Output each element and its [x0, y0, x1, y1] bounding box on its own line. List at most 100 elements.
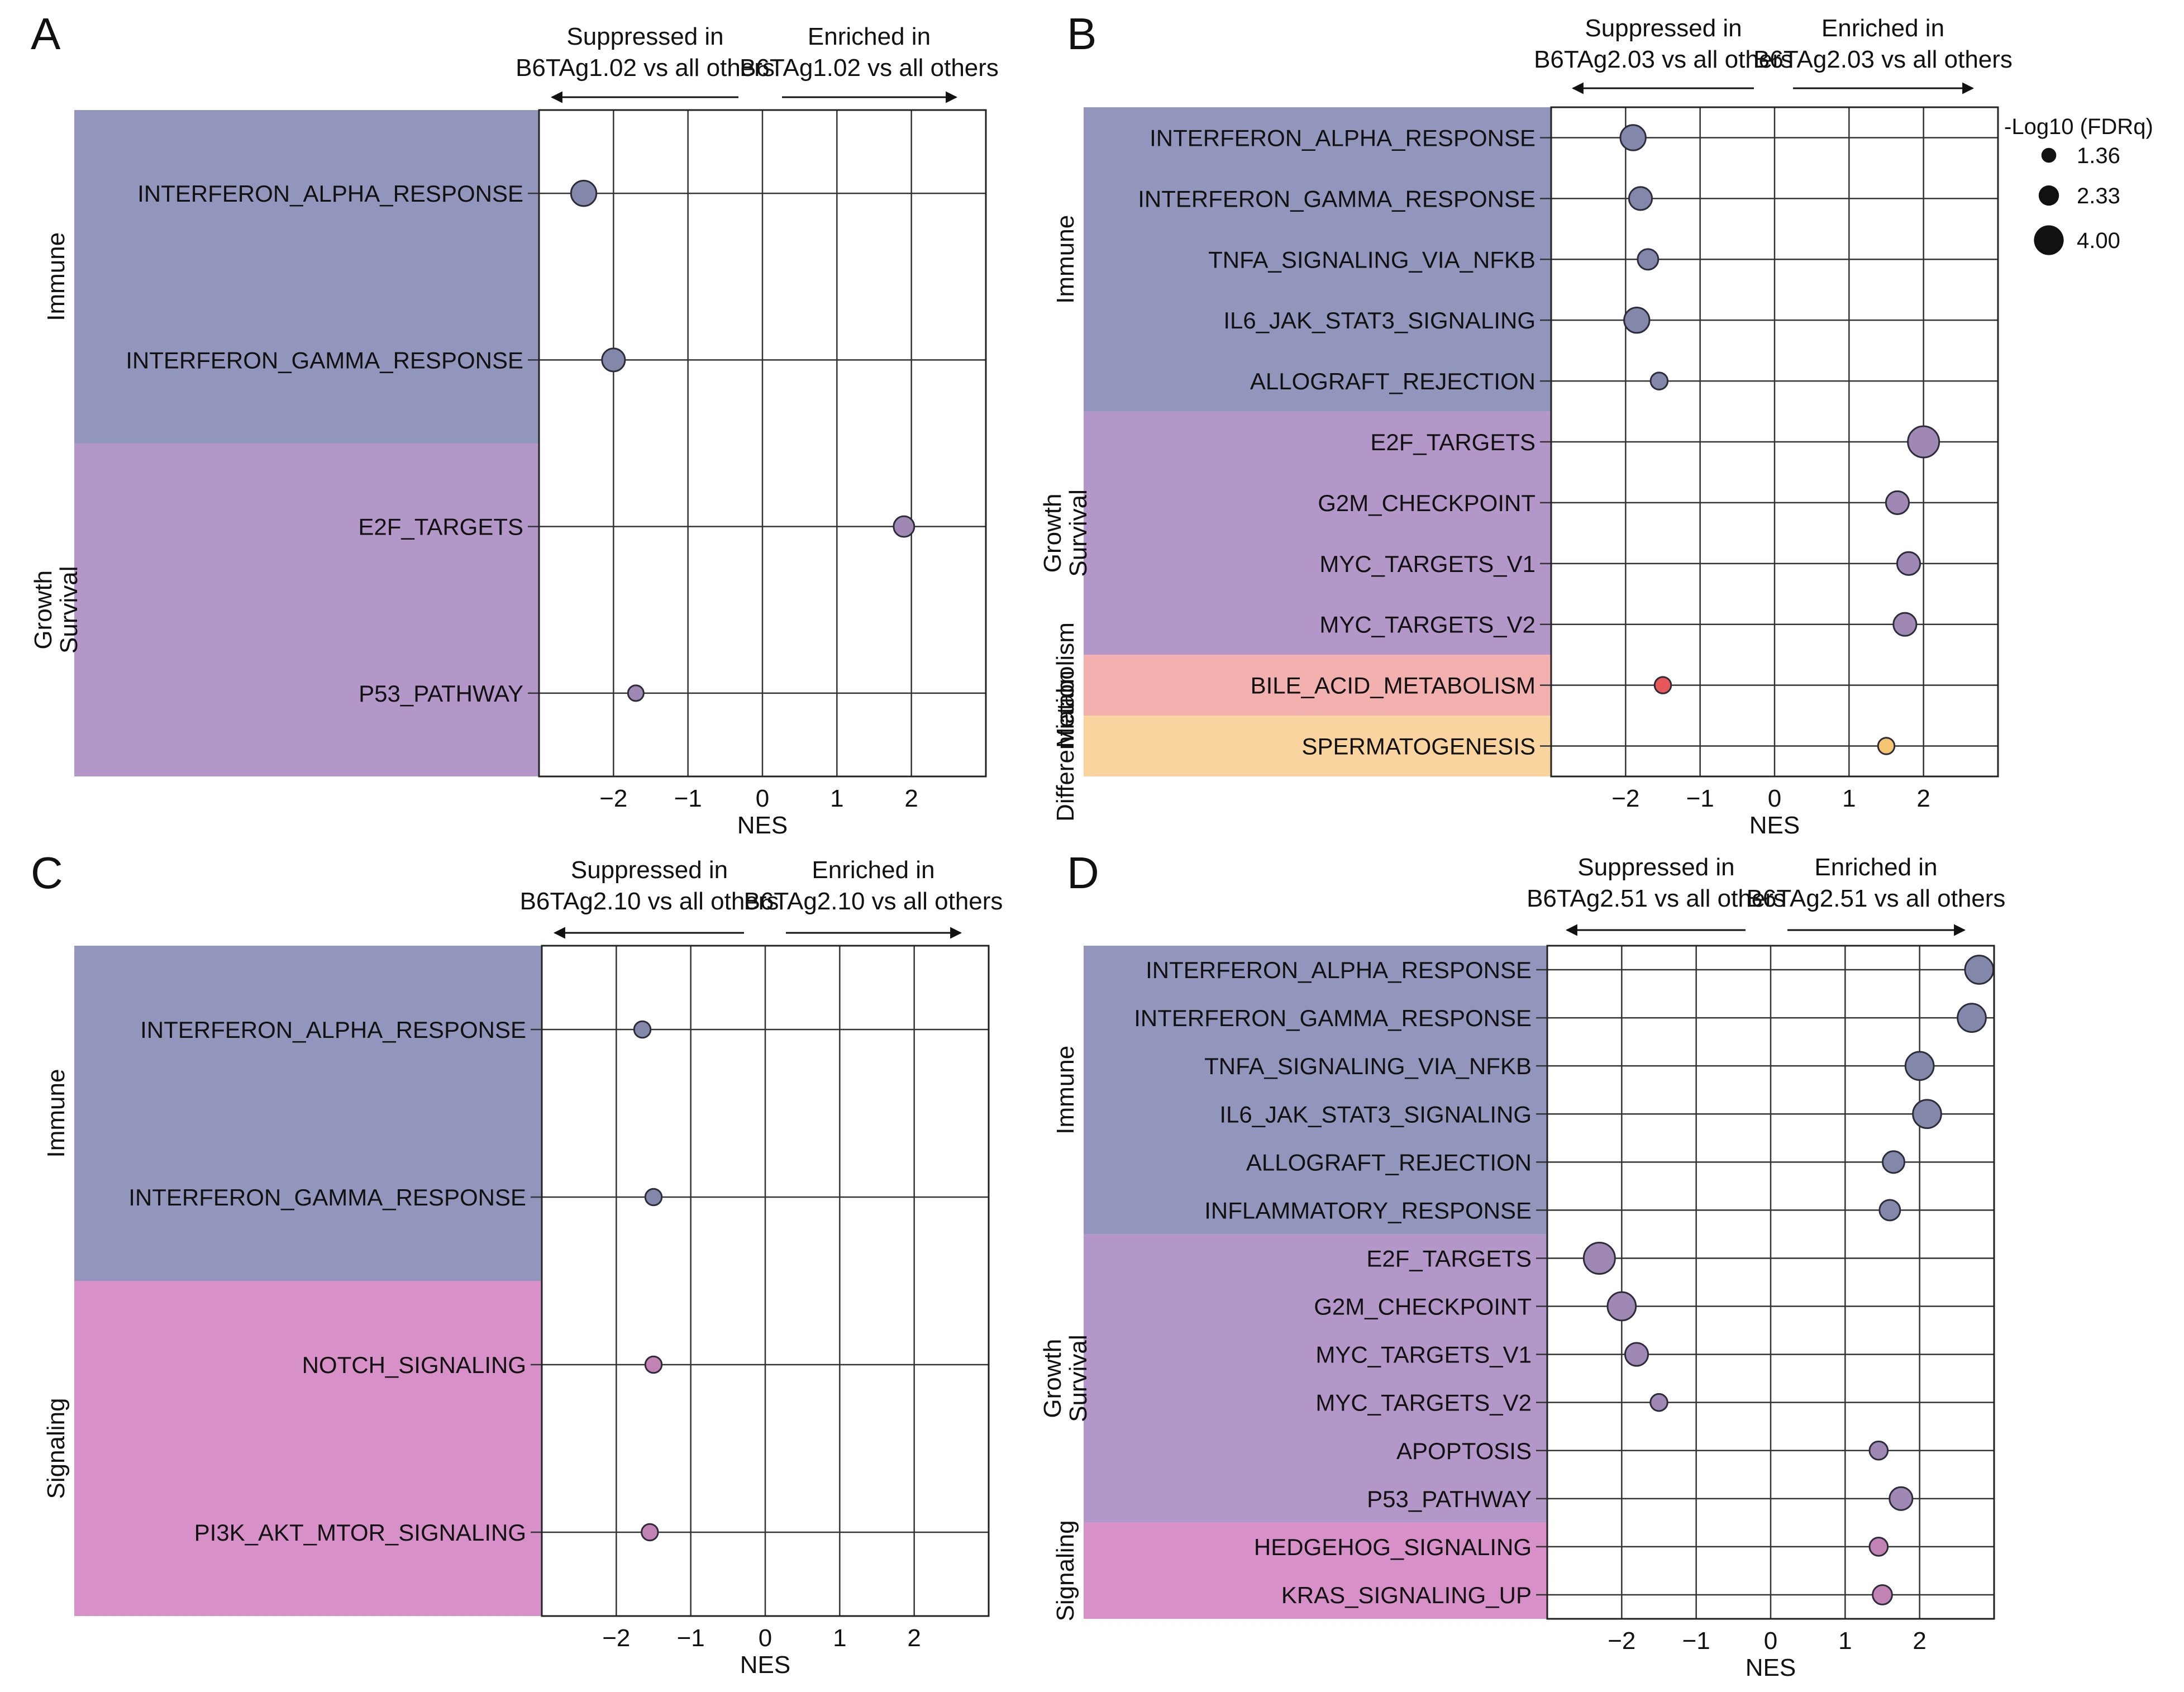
pathway-label: IL6_JAK_STAT3_SIGNALING [1223, 307, 1536, 333]
data-point [601, 347, 626, 373]
data-point [1912, 1099, 1942, 1129]
legend-title: -Log10 (FDRq) [2004, 115, 2153, 139]
x-axis-title: NES [1749, 812, 1800, 839]
pathway-label: INTERFERON_ALPHA_RESPONSE [140, 1017, 526, 1043]
legend-label: 2.33 [2077, 184, 2120, 208]
pathway-label: P53_PATHWAY [1367, 1486, 1532, 1512]
data-point [644, 1355, 663, 1374]
pathway-label: INTERFERON_ALPHA_RESPONSE [1146, 957, 1532, 983]
pathway-label: MYC_TARGETS_V2 [1319, 612, 1536, 638]
data-point [1582, 1241, 1616, 1275]
pathway-label: MYC_TARGETS_V1 [1319, 551, 1536, 577]
panel-b: B Suppressed in B6TAg2.03 vs all others Enr… [1039, 9, 2153, 839]
data-point [1877, 737, 1896, 755]
pathway-label: IL6_JAK_STAT3_SIGNALING [1219, 1101, 1532, 1127]
legend-dot [2041, 147, 2057, 163]
x-tick-label: 1 [1842, 785, 1856, 812]
data-point [644, 1188, 663, 1207]
pathway-label: PI3K_AKT_MTOR_SIGNALING [194, 1519, 526, 1546]
pathway-label: KRAS_SIGNALING_UP [1281, 1582, 1532, 1608]
x-tick-label: 1 [833, 1624, 846, 1652]
data-point [633, 1020, 652, 1039]
suppressed-label-line: B6TAg2.51 vs all others [1527, 885, 1786, 912]
data-point [1868, 1440, 1889, 1461]
group-band [1084, 655, 1551, 716]
group-label: Differentiation [1052, 670, 1079, 822]
data-point [1606, 1291, 1637, 1322]
pathway-label: INTERFERON_ALPHA_RESPONSE [137, 180, 523, 207]
pathway-label: E2F_TARGETS [1370, 429, 1536, 455]
group-label: Growth [1039, 493, 1066, 573]
legend-label: 1.36 [2077, 144, 2120, 168]
data-point [570, 179, 598, 207]
x-tick-label: 1 [830, 785, 843, 812]
data-point [1881, 1150, 1906, 1174]
x-axis-title: NES [737, 812, 788, 839]
pathway-label: G2M_CHECKPOINT [1318, 490, 1536, 516]
pathway-label: SPERMATOGENESIS [1301, 733, 1536, 760]
x-tick-label: −2 [602, 1624, 630, 1652]
pathway-label: BILE_ACID_METABOLISM [1251, 673, 1536, 699]
x-axis-title: NES [740, 1651, 790, 1679]
x-tick-label: 0 [1764, 1627, 1777, 1655]
pathway-label: INTERFERON_GAMMA_RESPONSE [126, 347, 523, 373]
x-tick-label: 2 [904, 785, 918, 812]
panel-letter: B [1067, 9, 1096, 59]
suppressed-label-line: Suppressed in [571, 856, 728, 884]
pathway-label: HEDGEHOG_SIGNALING [1254, 1534, 1532, 1560]
data-point [1964, 955, 1995, 985]
suppressed-label-line: B6TAg2.10 vs all others [520, 888, 779, 915]
data-point [1868, 1537, 1889, 1557]
group-label: Immune [1052, 1046, 1079, 1135]
x-tick-label: 0 [1768, 785, 1781, 812]
data-point [1649, 1393, 1668, 1412]
suppressed-label-line: B6TAg1.02 vs all others [516, 54, 775, 82]
group-label: Immune [42, 1069, 70, 1158]
group-band [1084, 107, 1551, 412]
panel-d: D Suppressed in B6TAg2.51 vs all others Enr… [1039, 848, 2005, 1681]
x-tick-label: 2 [907, 1624, 921, 1652]
group-band [74, 946, 542, 1281]
suppressed-label-line: B6TAg2.03 vs all others [1534, 46, 1793, 73]
enriched-label-line: B6TAg2.51 vs all others [1747, 885, 2006, 912]
x-tick-label: 1 [1838, 1627, 1852, 1655]
group-band [74, 1281, 542, 1616]
pathway-label: INTERFERON_GAMMA_RESPONSE [128, 1184, 526, 1210]
panel-letter: A [31, 9, 61, 59]
suppressed-label-line: Suppressed in [1585, 15, 1742, 42]
group-band [1084, 411, 1551, 655]
group-label: Survival [1065, 489, 1092, 577]
size-legend: -Log10 (FDRq) 1.36 2.33 4.00 [2004, 115, 2153, 255]
plot-border [541, 945, 990, 1617]
group-label: Immune [1052, 215, 1079, 304]
legend-dot [2034, 225, 2064, 255]
enriched-label-line: Enriched in [808, 23, 931, 50]
group-label: Metabolism [1052, 622, 1079, 748]
pathway-label: INTERFERON_GAMMA_RESPONSE [1138, 185, 1536, 212]
panel-c: C Suppressed in B6TAg2.10 vs all others Enr… [31, 848, 1003, 1679]
x-axis-title: NES [1746, 1654, 1796, 1681]
data-point [1624, 1342, 1649, 1367]
pathway-label: INFLAMMATORY_RESPONSE [1204, 1197, 1532, 1223]
enriched-label-line: Enriched in [1814, 854, 1937, 881]
x-tick-label: 2 [1916, 785, 1930, 812]
group-band [74, 443, 539, 776]
data-point [1957, 1003, 1987, 1033]
data-point [1619, 124, 1647, 151]
legend-label: 4.00 [2077, 228, 2120, 253]
group-label: Growth [1039, 1339, 1066, 1418]
data-point [1653, 676, 1672, 694]
panel-letter: D [1067, 848, 1099, 898]
x-tick-label: 0 [756, 785, 769, 812]
x-tick-label: −2 [1611, 785, 1639, 812]
x-tick-label: −1 [1682, 1627, 1710, 1655]
legend-dot [2038, 185, 2059, 206]
suppressed-label-line: Suppressed in [1577, 854, 1734, 881]
data-point [1885, 490, 1910, 515]
x-tick-label: −1 [1686, 785, 1714, 812]
pathway-label: NOTCH_SIGNALING [302, 1352, 526, 1378]
pathway-label: P53_PATHWAY [359, 680, 523, 707]
data-point [1896, 551, 1921, 576]
panel-letter: C [31, 848, 63, 898]
